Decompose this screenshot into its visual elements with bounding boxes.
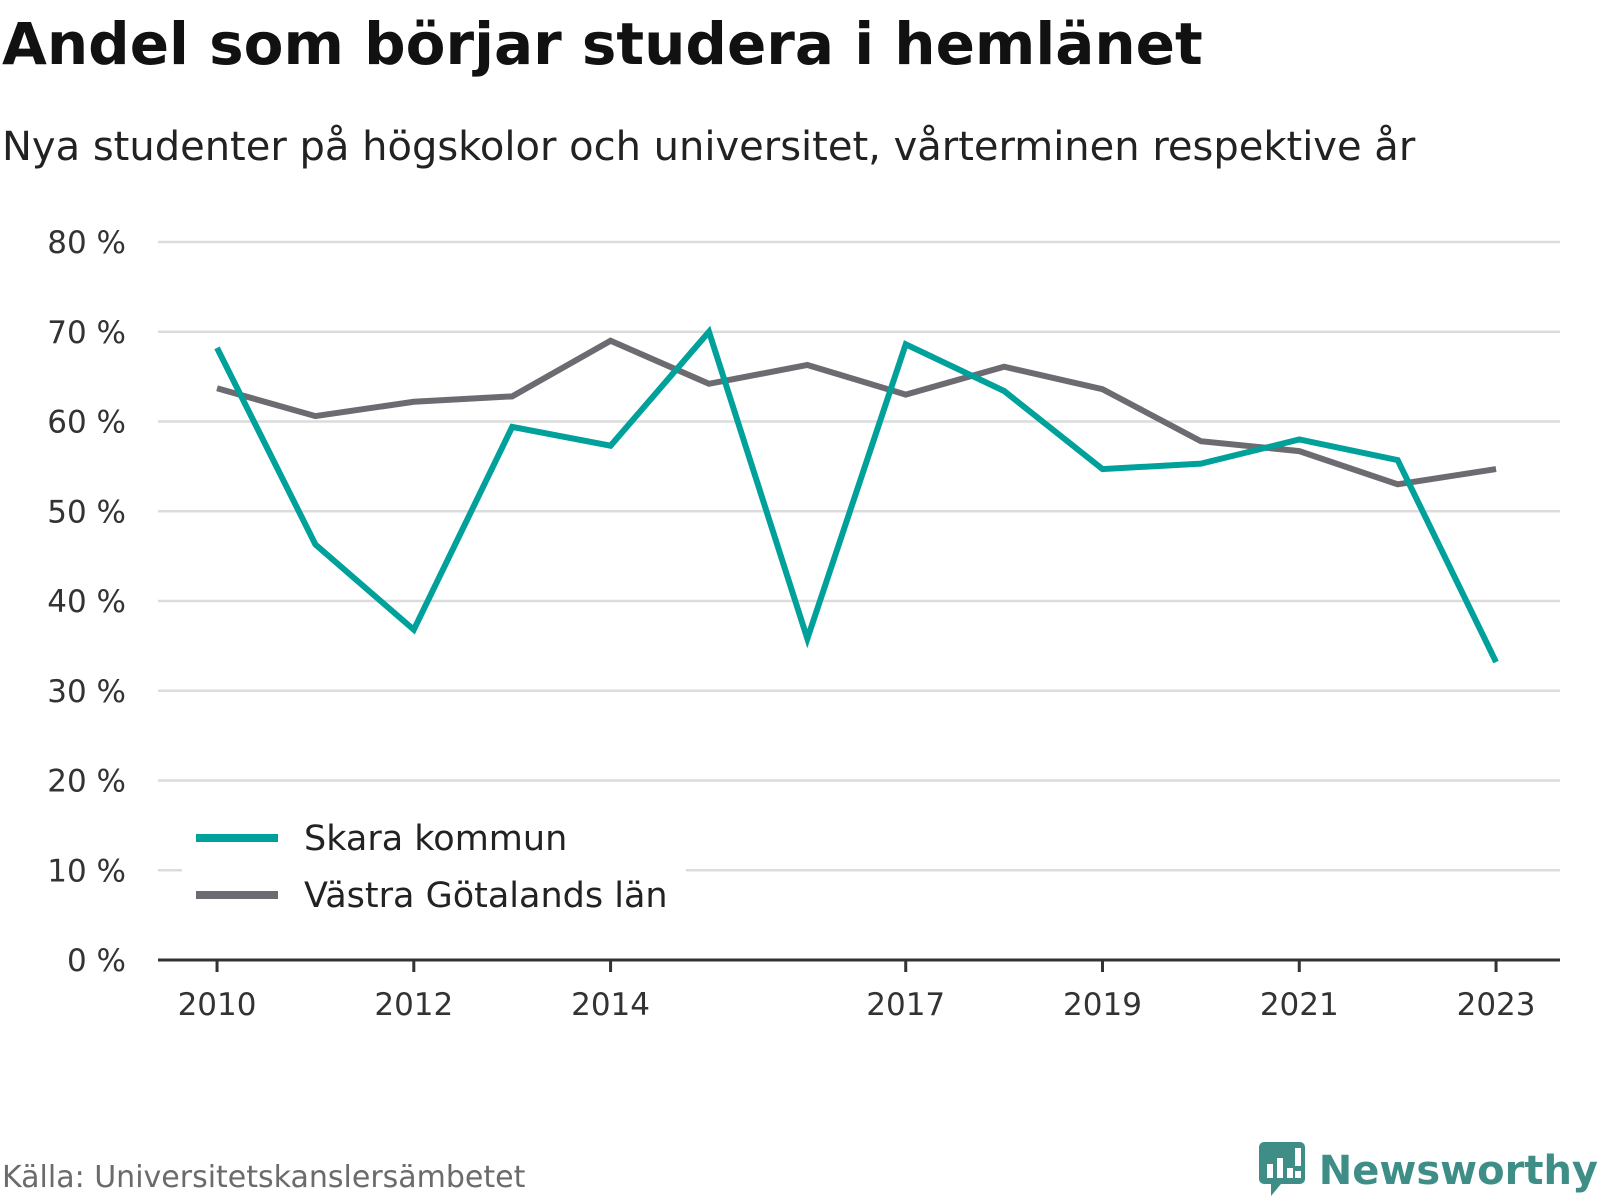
x-tick-label: 2019: [1063, 987, 1142, 1023]
x-tick-label: 2023: [1457, 987, 1536, 1023]
y-axis-labels: 0 % 10 % 20 % 30 % 40 % 50 % 60 % 70 % 80 %: [47, 225, 126, 979]
y-tick-label: 30 %: [47, 674, 126, 710]
x-axis: 2010 2012 2014 2017 2019 2021 2023: [158, 958, 1560, 1023]
y-tick-label: 10 %: [47, 853, 126, 889]
y-tick-label: 0 %: [67, 943, 126, 979]
brand-name: Newsworthy: [1318, 1148, 1598, 1194]
y-tick-label: 20 %: [47, 764, 126, 800]
x-tick-label: 2021: [1260, 987, 1339, 1023]
source-note: Källa: Universitetskanslersämbetet: [2, 1160, 526, 1195]
series-layer: [214, 325, 1499, 664]
brand[interactable]: Newsworthy: [1257, 1140, 1598, 1202]
legend-label: Skara kommun: [304, 819, 567, 859]
x-tick-label: 2014: [571, 987, 650, 1023]
x-tick-label: 2017: [866, 987, 945, 1023]
y-tick-label: 80 %: [47, 225, 126, 261]
y-tick-label: 50 %: [47, 494, 126, 530]
grid-layer: [158, 240, 1560, 872]
legend-background: [182, 808, 686, 918]
series-line-0: [214, 325, 1499, 664]
series-line-1: [216, 337, 1497, 488]
x-tick-label: 2012: [374, 987, 453, 1023]
y-tick-label: 40 %: [47, 584, 126, 620]
y-tick-label: 70 %: [47, 315, 126, 351]
legend-label: Västra Götalands län: [304, 876, 668, 916]
page-title: Andel som börjar studera i hemlänet: [2, 10, 1203, 78]
y-tick-label: 60 %: [47, 405, 126, 441]
legend: Skara kommun Västra Götalands län: [182, 808, 686, 918]
page-subtitle: Nya studenter på högskolor och universit…: [2, 124, 1416, 170]
x-tick-label: 2010: [178, 987, 257, 1023]
newsworthy-logo-icon: [1257, 1140, 1307, 1202]
